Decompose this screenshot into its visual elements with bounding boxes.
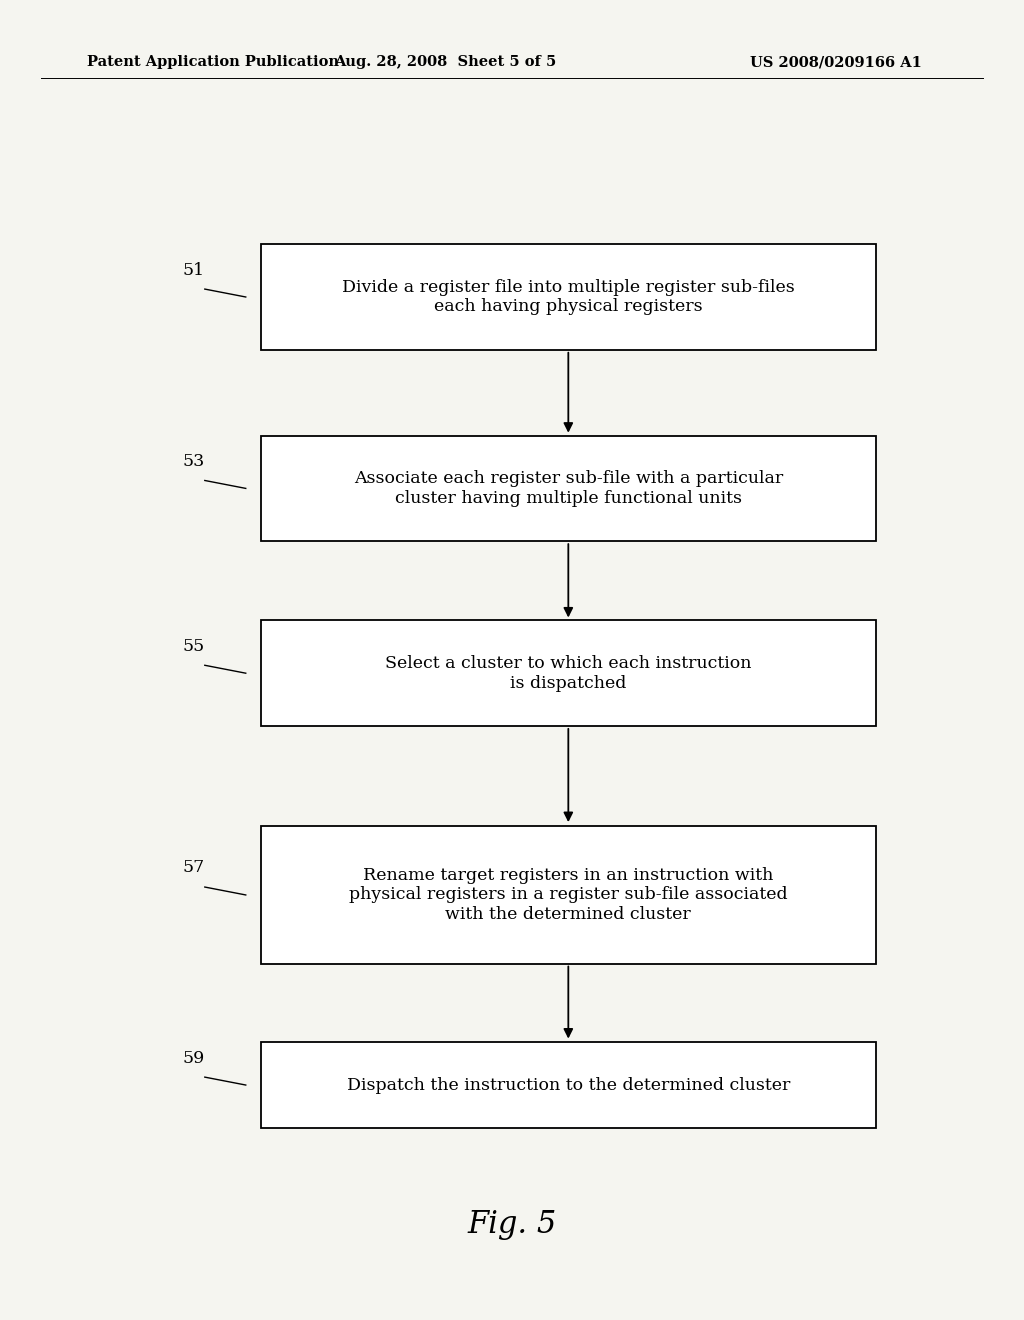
Text: Dispatch the instruction to the determined cluster: Dispatch the instruction to the determin… (347, 1077, 790, 1093)
Bar (261, 826, 876, 964)
Text: Associate each register sub-file with a particular
cluster having multiple funct: Associate each register sub-file with a … (353, 470, 783, 507)
Text: Divide a register file into multiple register sub-files
each having physical reg: Divide a register file into multiple reg… (342, 279, 795, 315)
Bar (261, 244, 876, 350)
Text: Select a cluster to which each instruction
is dispatched: Select a cluster to which each instructi… (385, 655, 752, 692)
Bar (261, 1043, 876, 1127)
Text: 51: 51 (182, 261, 205, 279)
Text: Rename target registers in an instruction with
physical registers in a register : Rename target registers in an instructio… (349, 867, 787, 923)
Text: US 2008/0209166 A1: US 2008/0209166 A1 (750, 55, 922, 69)
Text: Patent Application Publication: Patent Application Publication (87, 55, 339, 69)
Text: 59: 59 (182, 1049, 205, 1067)
Bar (261, 436, 876, 541)
Text: Aug. 28, 2008  Sheet 5 of 5: Aug. 28, 2008 Sheet 5 of 5 (334, 55, 557, 69)
Text: 55: 55 (182, 638, 205, 655)
Text: 57: 57 (182, 859, 205, 876)
Bar (261, 620, 876, 726)
Text: 53: 53 (182, 453, 205, 470)
Text: Fig. 5: Fig. 5 (467, 1209, 557, 1241)
